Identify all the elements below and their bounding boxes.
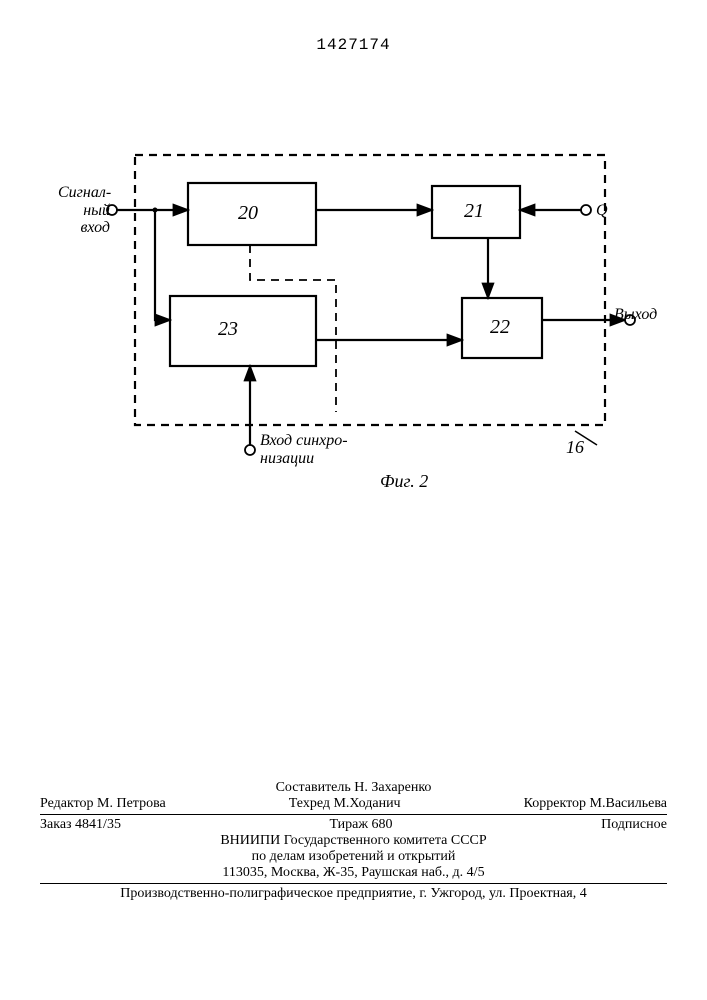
block-20-label: 20	[238, 202, 258, 225]
label-sync-input: Вход синхро- низации	[260, 432, 348, 467]
boundary-ref: 16	[566, 438, 584, 458]
diagram-svg	[0, 0, 707, 520]
block-diagram: Сигнал- ный вход Q Выход Вход синхро- ни…	[0, 0, 707, 520]
tirazh: Тираж 680	[329, 817, 392, 833]
page: 1427174 Сигнал- ный вход Q Выход Вход си…	[0, 0, 707, 1000]
block-23-label: 23	[218, 318, 238, 341]
printer: Производственно-полиграфическое предприя…	[40, 886, 667, 902]
editor: Редактор М. Петрова	[40, 796, 166, 812]
rule-1	[40, 814, 667, 815]
rule-2	[40, 883, 667, 884]
block-22-label: 22	[490, 316, 510, 339]
label-output: Выход	[614, 306, 657, 324]
org2: по делам изобретений и открытий	[40, 849, 667, 865]
label-q-input: Q	[596, 202, 608, 220]
org1: ВНИИПИ Государственного комитета СССР	[40, 833, 667, 849]
order: Заказ 4841/35	[40, 817, 121, 833]
block-21-label: 21	[464, 200, 484, 223]
compiler-line: Составитель Н. Захаренко	[40, 780, 667, 796]
techred: Техред М.Ходанич	[289, 796, 401, 812]
label-signal-input: Сигнал- ный вход	[58, 184, 110, 237]
footer-block: Составитель Н. Захаренко Редактор М. Пет…	[40, 780, 667, 902]
addr: 113035, Москва, Ж-35, Раушская наб., д. …	[40, 865, 667, 881]
figure-label: Фиг. 2	[380, 472, 428, 492]
corrector: Корректор М.Васильева	[524, 796, 667, 812]
podpisnoe: Подписное	[601, 817, 667, 833]
